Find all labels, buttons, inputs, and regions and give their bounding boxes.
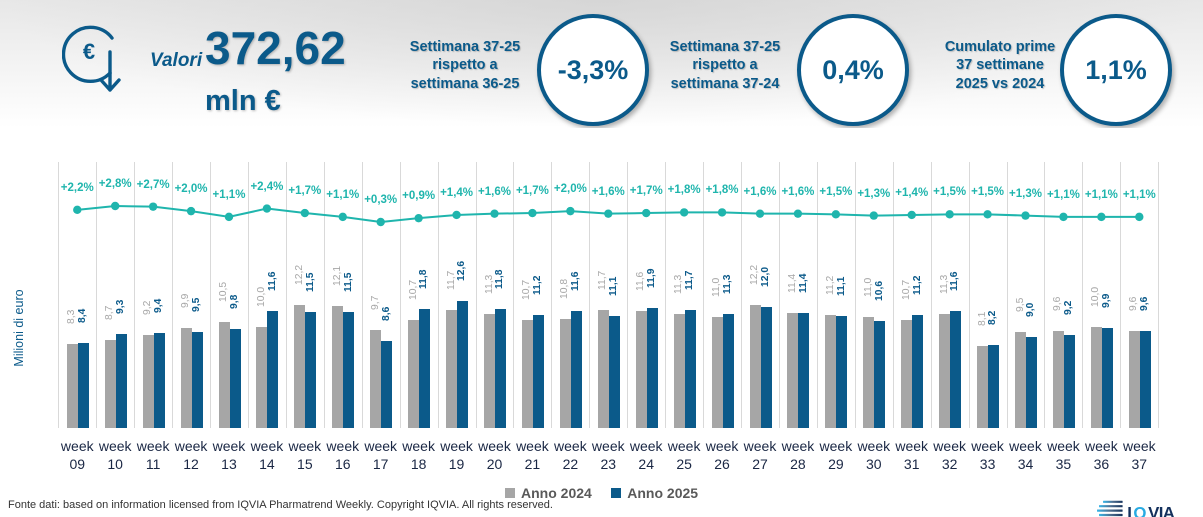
svg-text:€: € [83,39,95,64]
svg-text:Q: Q [1133,503,1146,517]
svg-text:I: I [1127,503,1132,517]
svg-text:VIA: VIA [1148,503,1175,517]
